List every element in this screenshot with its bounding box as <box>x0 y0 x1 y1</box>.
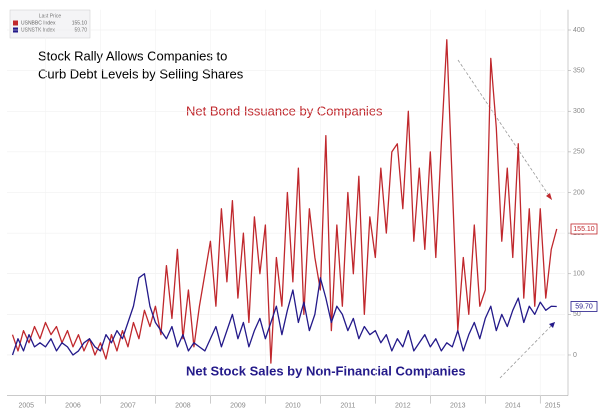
last-value-box <box>570 223 598 235</box>
annotation: Net Bond Issuance by Companies <box>186 103 383 118</box>
arrow-head <box>549 322 555 328</box>
trend-arrow <box>499 321 556 379</box>
last-value-text: 155.10 <box>573 226 595 233</box>
x-tick-label: 2007 <box>120 402 136 409</box>
last-value-label: 155.10 <box>570 223 598 235</box>
last-value-text: 59.70 <box>575 303 593 310</box>
legend-value: 155.10 <box>72 20 88 26</box>
x-tick-label: 2013 <box>450 402 466 409</box>
chart-title: Stock Rally Allows Companies to <box>38 48 227 63</box>
legend-label: USNSTK Index <box>21 27 55 33</box>
chart-subtitle: Curb Debt Levels by Selling Shares <box>38 66 244 81</box>
annotation: Net Stock Sales by Non-Financial Compani… <box>186 363 466 378</box>
y-tick-label: 400 <box>573 27 585 34</box>
last-value-box <box>570 301 598 312</box>
arrow-head <box>546 193 552 200</box>
legend: Last Price USNBBC Index 155.10 USNSTK Inde… <box>9 9 91 39</box>
x-tick-label: 2009 <box>230 402 246 409</box>
x-tick-label: 2014 <box>505 402 521 409</box>
y-tick-label: 300 <box>573 108 585 115</box>
x-tick-label: 2011 <box>340 402 355 409</box>
x-tick-label: 2005 <box>18 402 34 409</box>
last-value-label: 59.70 <box>570 301 598 312</box>
series-line <box>11 39 558 364</box>
x-tick-label: 2012 <box>395 402 411 409</box>
legend-value: 59.70 <box>74 27 87 33</box>
legend-box <box>9 9 91 39</box>
legend-title: Last Price <box>39 13 61 19</box>
x-tick-label: 2006 <box>65 402 81 409</box>
x-tick-label: 2015 <box>545 402 561 409</box>
trend-arrow <box>457 59 553 201</box>
legend-label: USNBBC Index <box>21 20 56 26</box>
y-tick-label: 350 <box>573 67 585 74</box>
x-tick-label: 2008 <box>175 402 191 409</box>
legend-swatch <box>13 20 18 26</box>
y-tick-label: 50 <box>573 311 581 318</box>
series-line <box>11 273 557 356</box>
y-tick-label: 0 <box>573 352 577 359</box>
y-tick-label: 100 <box>573 271 585 278</box>
x-tick-label: 2010 <box>285 402 301 409</box>
y-tick-label: 250 <box>573 149 585 156</box>
y-tick-label: 200 <box>573 189 585 196</box>
